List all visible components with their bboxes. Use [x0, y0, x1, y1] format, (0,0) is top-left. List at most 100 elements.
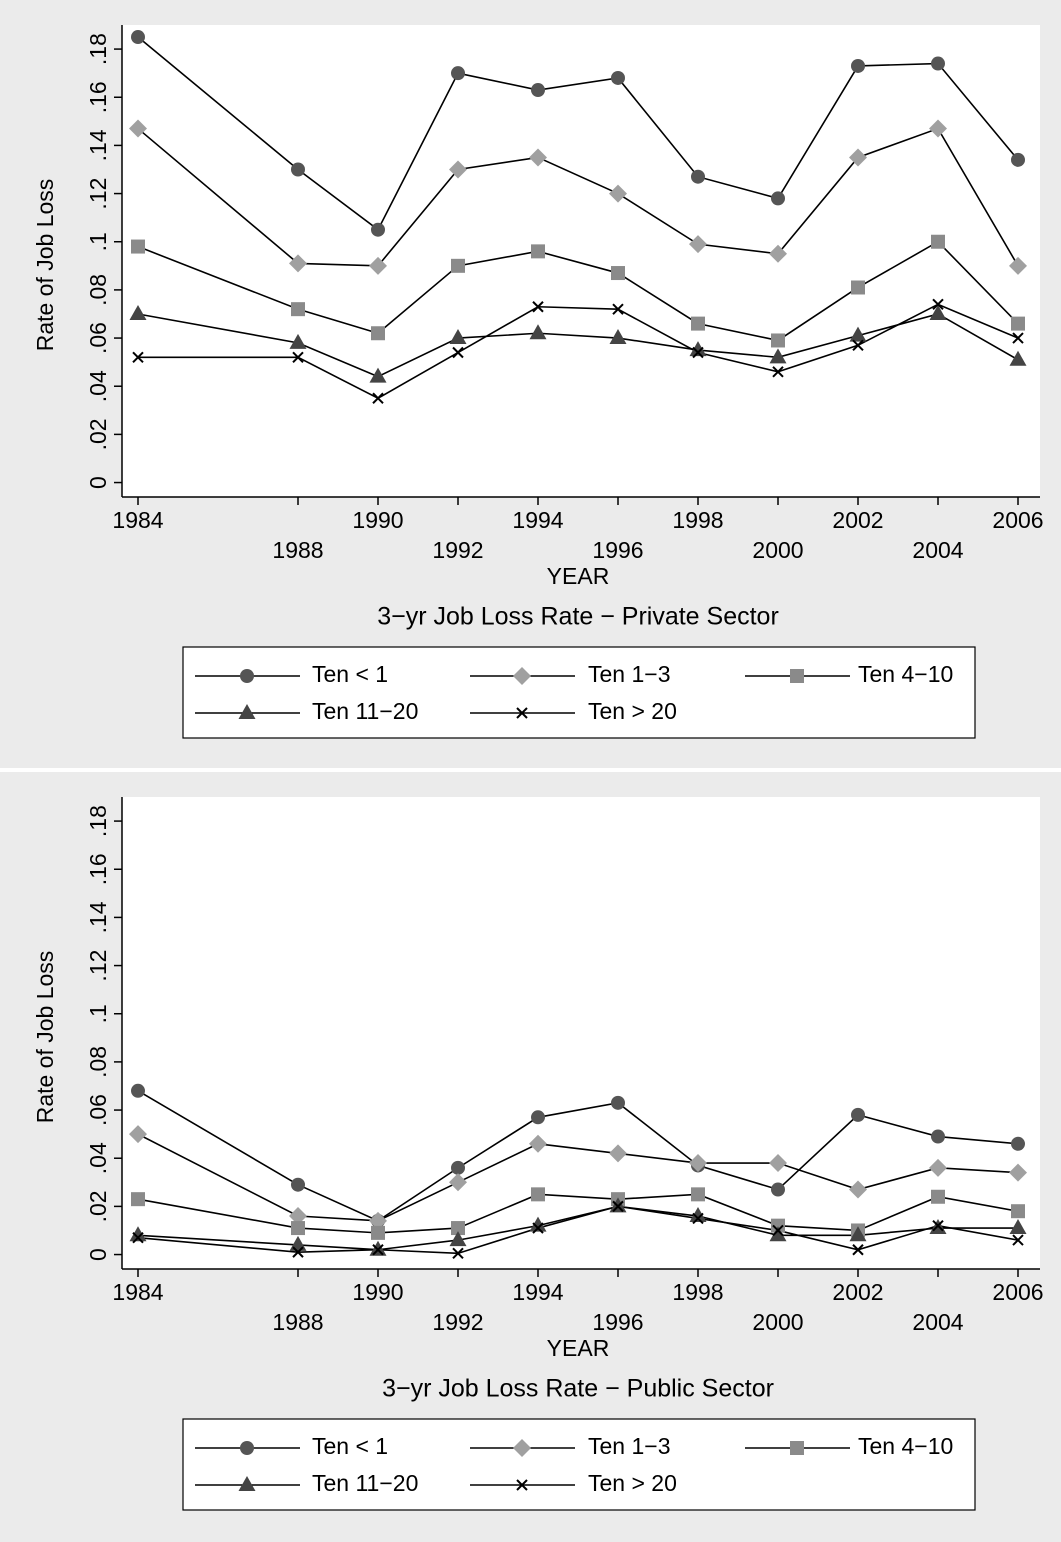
data-point	[531, 1110, 545, 1125]
data-point	[1012, 1234, 1024, 1246]
legend-label: Ten 1−3	[588, 661, 671, 687]
legend-label: Ten 1−3	[588, 1433, 671, 1459]
data-point	[369, 1240, 387, 1256]
data-point	[131, 1083, 145, 1098]
plot-region	[122, 25, 1040, 497]
data-point	[291, 162, 305, 177]
data-point	[1011, 152, 1025, 167]
legend-marker	[516, 1479, 528, 1491]
data-point	[449, 1231, 467, 1247]
y-tick-label: 0	[85, 1248, 111, 1261]
data-point	[292, 351, 304, 364]
y-tick-label: .18	[85, 33, 111, 65]
y-tick-label: .14	[85, 129, 111, 161]
data-point	[529, 1216, 547, 1232]
data-point	[772, 1224, 784, 1237]
x-tick-label: 2002	[832, 507, 883, 533]
plot-region	[122, 797, 1040, 1269]
legend-label: Ten 4−10	[858, 1433, 953, 1459]
data-point	[131, 30, 145, 45]
y-tick-label: .06	[85, 322, 111, 354]
y-tick-label: .1	[85, 232, 111, 251]
data-point	[849, 1180, 867, 1199]
y-tick-label: .18	[85, 805, 111, 837]
x-tick-label: 1984	[112, 507, 163, 533]
y-tick-label: .14	[85, 901, 111, 933]
data-point	[609, 184, 627, 203]
data-point	[449, 1173, 467, 1192]
y-tick-label: .16	[85, 853, 111, 885]
data-point	[451, 1221, 465, 1236]
data-point	[689, 341, 707, 357]
data-point	[531, 244, 545, 259]
data-point	[772, 366, 784, 378]
data-point	[129, 304, 147, 320]
data-point	[929, 119, 947, 138]
legend-label: Ten 4−10	[858, 661, 953, 687]
data-point	[289, 333, 307, 349]
y-tick-label: .04	[85, 370, 111, 402]
data-point	[771, 1182, 785, 1197]
data-point	[291, 1221, 305, 1236]
data-point	[691, 169, 705, 184]
data-point	[1009, 256, 1027, 275]
data-point	[1009, 350, 1027, 366]
data-point	[371, 1225, 385, 1240]
data-point	[1011, 316, 1025, 331]
x-tick-label: 1984	[112, 1279, 163, 1305]
y-tick-label: 0	[85, 476, 111, 489]
data-point	[932, 298, 944, 311]
data-point	[852, 339, 864, 351]
data-point	[372, 392, 384, 404]
data-point	[929, 1158, 947, 1177]
x-tick-label: 1990	[352, 1279, 403, 1305]
data-point	[132, 351, 144, 364]
y-axis-label: Rate of Job Loss	[32, 179, 58, 352]
x-tick-label: 2006	[992, 1279, 1043, 1305]
data-point	[369, 256, 387, 275]
data-point	[932, 1219, 944, 1232]
data-point	[689, 1207, 707, 1223]
data-point	[289, 254, 307, 273]
y-tick-label: .16	[85, 81, 111, 113]
x-tick-label: 1992	[432, 537, 483, 563]
legend-marker	[516, 707, 528, 719]
data-point	[531, 1187, 545, 1202]
data-point	[529, 1134, 547, 1153]
y-tick-label: .1	[85, 1004, 111, 1023]
legend-box	[182, 646, 976, 739]
data-point	[692, 1212, 704, 1225]
data-point	[852, 1244, 864, 1256]
data-point	[532, 1222, 544, 1234]
data-point	[372, 1244, 384, 1256]
data-point	[291, 1177, 305, 1192]
x-tick-label: 1988	[272, 537, 323, 563]
x-tick-label: 1990	[352, 507, 403, 533]
data-point	[531, 83, 545, 98]
x-tick-label: 2002	[832, 1279, 883, 1305]
legend-marker	[238, 704, 256, 719]
data-point	[849, 326, 867, 342]
x-tick-label: 1998	[672, 1279, 723, 1305]
data-point	[131, 239, 145, 254]
x-axis-label: YEAR	[547, 1335, 610, 1361]
x-tick-label: 1994	[512, 507, 563, 533]
data-point	[452, 1247, 464, 1260]
legend-marker	[790, 1441, 804, 1455]
data-point	[611, 70, 625, 85]
data-point	[529, 148, 547, 167]
legend-marker	[513, 667, 531, 685]
x-tick-label: 2000	[752, 537, 803, 563]
data-point	[771, 1218, 785, 1233]
data-point	[612, 1200, 624, 1213]
data-point	[931, 234, 945, 249]
data-point	[291, 302, 305, 317]
y-tick-label: .08	[85, 274, 111, 306]
x-tick-label: 2000	[752, 1309, 803, 1335]
data-point	[609, 329, 627, 345]
x-tick-label: 2004	[912, 537, 963, 563]
legend-marker	[240, 669, 254, 683]
data-point	[451, 1160, 465, 1175]
legend-label: Ten < 1	[312, 661, 388, 687]
